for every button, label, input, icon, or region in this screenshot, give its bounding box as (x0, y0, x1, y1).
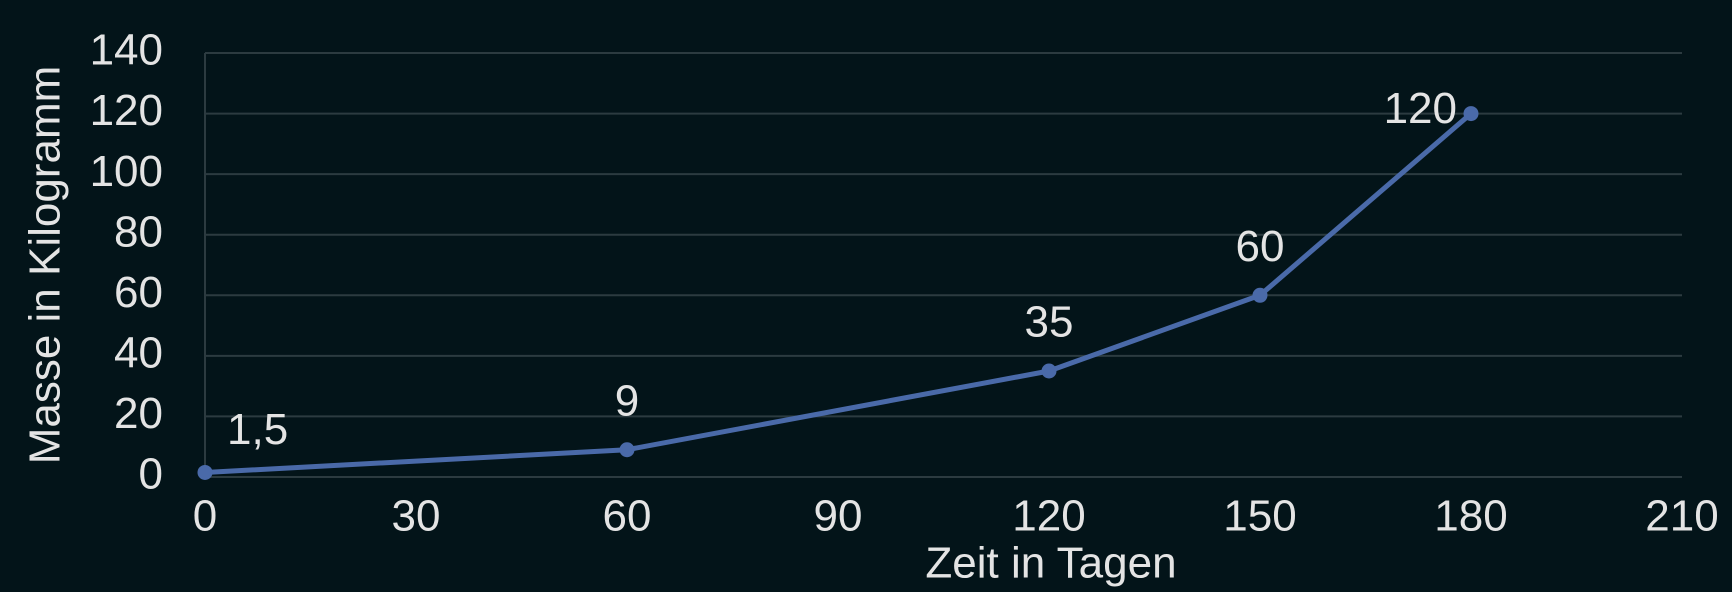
x-axis-title: Zeit in Tagen (925, 539, 1176, 588)
data-label: 35 (1025, 298, 1074, 347)
x-tick-label: 60 (603, 492, 652, 541)
y-tick-label: 0 (139, 450, 163, 499)
y-tick-label: 120 (90, 86, 163, 135)
x-tick-label: 30 (392, 492, 441, 541)
data-label: 120 (1384, 84, 1457, 133)
x-tick-label: 120 (1012, 492, 1085, 541)
data-point (1252, 287, 1268, 303)
x-tick-label: 210 (1645, 492, 1718, 541)
y-tick-label: 140 (90, 26, 163, 75)
x-tick-label: 180 (1434, 492, 1507, 541)
data-point (1463, 106, 1479, 122)
data-point (1041, 363, 1057, 379)
x-tick-label: 90 (814, 492, 863, 541)
y-axis-title: Masse in Kilogramm (21, 66, 70, 465)
y-tick-label: 60 (114, 268, 163, 317)
data-label: 1,5 (227, 405, 288, 454)
data-label: 9 (615, 376, 639, 425)
x-tick-label: 150 (1223, 492, 1296, 541)
x-tick-label: 0 (193, 492, 217, 541)
data-point (619, 442, 635, 458)
y-tick-label: 80 (114, 207, 163, 256)
y-tick-label: 40 (114, 328, 163, 377)
y-tick-label: 100 (90, 147, 163, 196)
data-point (197, 464, 213, 480)
data-label: 60 (1236, 222, 1285, 271)
y-tick-label: 20 (114, 389, 163, 438)
